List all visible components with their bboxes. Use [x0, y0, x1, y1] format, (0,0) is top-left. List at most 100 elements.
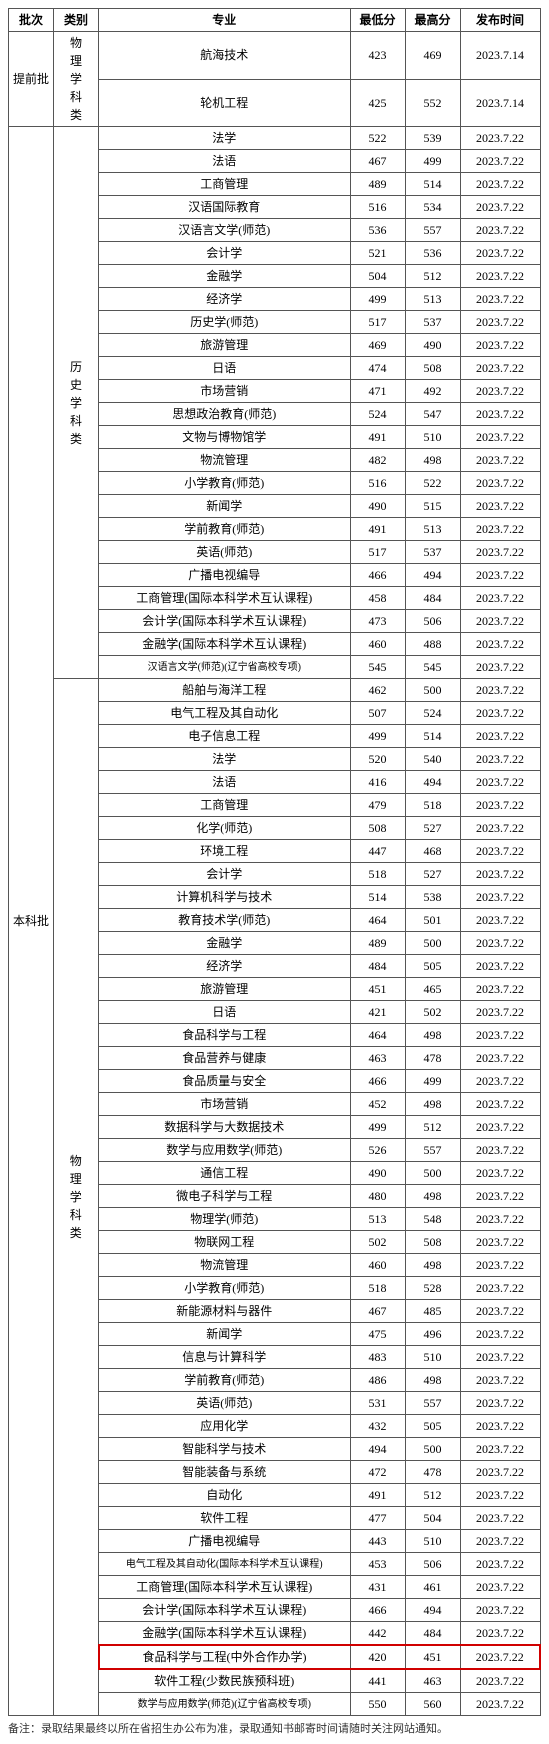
cell-major: 法语: [99, 150, 351, 173]
cell-date: 2023.7.22: [460, 1553, 540, 1576]
cell-major: 应用化学: [99, 1415, 351, 1438]
cell-major: 电子信息工程: [99, 725, 351, 748]
cell-max: 514: [405, 173, 460, 196]
cell-min: 514: [350, 886, 405, 909]
cell-date: 2023.7.22: [460, 288, 540, 311]
cell-min: 442: [350, 1622, 405, 1646]
cell-max: 514: [405, 725, 460, 748]
cell-max: 557: [405, 219, 460, 242]
cell-max: 484: [405, 1622, 460, 1646]
cell-max: 548: [405, 1208, 460, 1231]
cell-max: 513: [405, 518, 460, 541]
table-row: 本科批历史学科类法学5225392023.7.22: [9, 127, 541, 150]
cell-min: 453: [350, 1553, 405, 1576]
cell-min: 475: [350, 1323, 405, 1346]
cell-major: 经济学: [99, 288, 351, 311]
cell-major: 数学与应用数学(师范)(辽宁省高校专项): [99, 1693, 351, 1716]
cell-date: 2023.7.22: [460, 1300, 540, 1323]
cell-max: 527: [405, 817, 460, 840]
cell-major: 市场营销: [99, 380, 351, 403]
cell-max: 512: [405, 1484, 460, 1507]
cell-max: 547: [405, 403, 460, 426]
cell-date: 2023.7.22: [460, 1669, 540, 1693]
cell-max: 500: [405, 679, 460, 702]
cell-max: 512: [405, 265, 460, 288]
cell-date: 2023.7.22: [460, 1093, 540, 1116]
table-row: 提前批物理学科类航海技术4234692023.7.14: [9, 32, 541, 80]
cell-major: 微电子科学与工程: [99, 1185, 351, 1208]
cell-major: 学前教育(师范): [99, 518, 351, 541]
cell-date: 2023.7.22: [460, 127, 540, 150]
cell-date: 2023.7.22: [460, 403, 540, 426]
cell-max: 499: [405, 1070, 460, 1093]
cell-max: 540: [405, 748, 460, 771]
cell-min: 469: [350, 334, 405, 357]
cell-min: 483: [350, 1346, 405, 1369]
cell-date: 2023.7.22: [460, 1208, 540, 1231]
cell-major: 食品科学与工程: [99, 1024, 351, 1047]
cell-major: 化学(师范): [99, 817, 351, 840]
cell-major: 汉语言文学(师范)(辽宁省高校专项): [99, 656, 351, 679]
cell-max: 536: [405, 242, 460, 265]
cell-category: 历史学科类: [54, 127, 99, 679]
cell-min: 460: [350, 1254, 405, 1277]
cell-min: 516: [350, 196, 405, 219]
cell-max: 494: [405, 771, 460, 794]
cell-min: 489: [350, 173, 405, 196]
cell-date: 2023.7.22: [460, 978, 540, 1001]
cell-max: 518: [405, 794, 460, 817]
cell-date: 2023.7.22: [460, 725, 540, 748]
cell-date: 2023.7.22: [460, 150, 540, 173]
cell-date: 2023.7.22: [460, 1645, 540, 1669]
cell-major: 智能装备与系统: [99, 1461, 351, 1484]
cell-date: 2023.7.22: [460, 1231, 540, 1254]
cell-date: 2023.7.22: [460, 1346, 540, 1369]
cell-max: 539: [405, 127, 460, 150]
cell-max: 528: [405, 1277, 460, 1300]
cell-date: 2023.7.22: [460, 840, 540, 863]
cell-date: 2023.7.22: [460, 656, 540, 679]
cell-min: 516: [350, 472, 405, 495]
cell-major: 工商管理(国际本科学术互认课程): [99, 587, 351, 610]
cell-major: 工商管理: [99, 173, 351, 196]
cell-max: 510: [405, 1530, 460, 1553]
cell-max: 498: [405, 1185, 460, 1208]
cell-major: 会计学: [99, 242, 351, 265]
cell-date: 2023.7.22: [460, 518, 540, 541]
cell-date: 2023.7.22: [460, 1139, 540, 1162]
cell-min: 484: [350, 955, 405, 978]
cell-max: 501: [405, 909, 460, 932]
cell-major: 信息与计算科学: [99, 1346, 351, 1369]
cell-date: 2023.7.22: [460, 1461, 540, 1484]
cell-date: 2023.7.22: [460, 771, 540, 794]
cell-major: 新能源材料与器件: [99, 1300, 351, 1323]
cell-major: 智能科学与技术: [99, 1438, 351, 1461]
cell-date: 2023.7.22: [460, 863, 540, 886]
cell-major: 软件工程: [99, 1507, 351, 1530]
cell-min: 491: [350, 426, 405, 449]
footnote: 备注：录取结果最终以所在省招生办公布为准，录取通知书邮寄时间请随时关注网站通知。: [8, 1716, 541, 1736]
cell-min: 517: [350, 311, 405, 334]
cell-date: 2023.7.22: [460, 495, 540, 518]
cell-major: 软件工程(少数民族预科班): [99, 1669, 351, 1693]
cell-max: 498: [405, 1254, 460, 1277]
cell-min: 531: [350, 1392, 405, 1415]
cell-date: 2023.7.22: [460, 702, 540, 725]
cell-major: 小学教育(师范): [99, 472, 351, 495]
cell-max: 537: [405, 541, 460, 564]
cell-max: 498: [405, 449, 460, 472]
cell-date: 2023.7.22: [460, 794, 540, 817]
cell-date: 2023.7.22: [460, 1047, 540, 1070]
cell-date: 2023.7.22: [460, 1277, 540, 1300]
cell-date: 2023.7.22: [460, 1576, 540, 1599]
cell-max: 522: [405, 472, 460, 495]
cell-max: 494: [405, 564, 460, 587]
cell-date: 2023.7.22: [460, 1415, 540, 1438]
cell-major: 教育技术学(师范): [99, 909, 351, 932]
cell-max: 504: [405, 1507, 460, 1530]
cell-max: 465: [405, 978, 460, 1001]
cell-min: 499: [350, 1116, 405, 1139]
cell-min: 463: [350, 1047, 405, 1070]
cell-min: 467: [350, 150, 405, 173]
cell-major: 经济学: [99, 955, 351, 978]
